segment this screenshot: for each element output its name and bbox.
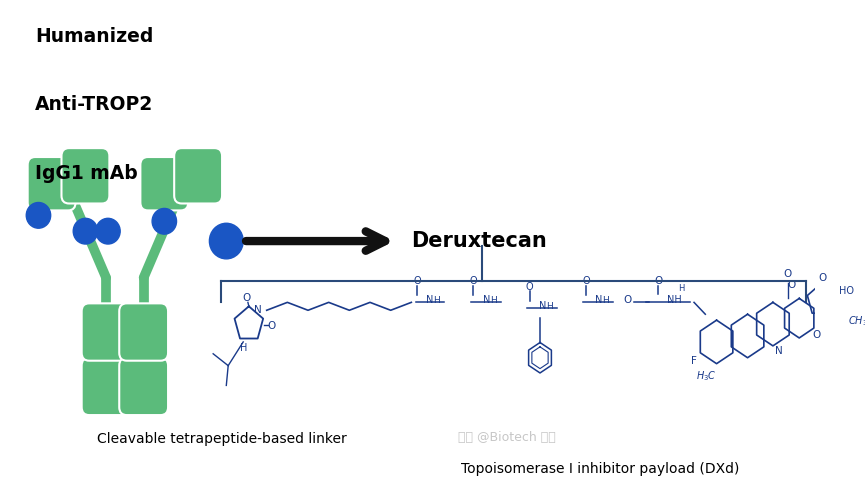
Text: NH: NH: [667, 295, 682, 305]
Text: IgG1 mAb: IgG1 mAb: [35, 164, 138, 182]
Text: Anti-TROP2: Anti-TROP2: [35, 95, 153, 114]
Text: O: O: [243, 293, 251, 303]
Text: H: H: [602, 296, 609, 305]
Text: F: F: [691, 355, 697, 366]
Text: N: N: [483, 295, 490, 305]
Text: Topoisomerase I inhibitor payload (DXd): Topoisomerase I inhibitor payload (DXd): [461, 461, 739, 476]
Text: Cleavable tetrapeptide-based linker: Cleavable tetrapeptide-based linker: [97, 432, 347, 446]
Text: H: H: [490, 296, 497, 305]
Text: O: O: [654, 276, 663, 285]
FancyBboxPatch shape: [81, 303, 131, 361]
Text: O: O: [818, 273, 827, 282]
Text: N: N: [254, 305, 262, 315]
Text: O: O: [582, 276, 590, 285]
Text: O: O: [526, 282, 534, 291]
FancyBboxPatch shape: [119, 303, 168, 361]
Text: O: O: [470, 276, 477, 285]
Text: O: O: [623, 295, 631, 305]
Text: H: H: [240, 343, 247, 353]
Circle shape: [152, 209, 176, 234]
Text: HO: HO: [839, 286, 854, 296]
FancyBboxPatch shape: [61, 148, 109, 204]
Text: O: O: [267, 321, 276, 331]
Circle shape: [74, 218, 98, 244]
Text: Deruxtecan: Deruxtecan: [412, 231, 547, 251]
FancyBboxPatch shape: [28, 157, 75, 211]
Text: N: N: [539, 301, 547, 311]
Text: O: O: [812, 330, 820, 340]
FancyBboxPatch shape: [81, 358, 131, 415]
Text: N: N: [426, 295, 434, 305]
Text: N: N: [595, 295, 603, 305]
FancyBboxPatch shape: [119, 358, 168, 415]
Text: O: O: [788, 280, 796, 289]
Circle shape: [26, 203, 51, 228]
Text: H: H: [546, 302, 553, 311]
FancyBboxPatch shape: [140, 157, 189, 211]
Text: Humanized: Humanized: [35, 27, 154, 46]
Text: H: H: [433, 296, 440, 305]
FancyBboxPatch shape: [174, 148, 222, 204]
Text: $H_3C$: $H_3C$: [696, 369, 717, 383]
Text: H: H: [677, 284, 684, 293]
Circle shape: [209, 223, 243, 259]
Text: $CH_3$: $CH_3$: [848, 314, 865, 328]
Text: O: O: [413, 276, 420, 285]
Circle shape: [96, 218, 120, 244]
Text: N: N: [775, 346, 783, 356]
Text: O: O: [784, 269, 792, 279]
Text: 知乎 @Biotech 前瞻: 知乎 @Biotech 前瞻: [458, 431, 555, 444]
